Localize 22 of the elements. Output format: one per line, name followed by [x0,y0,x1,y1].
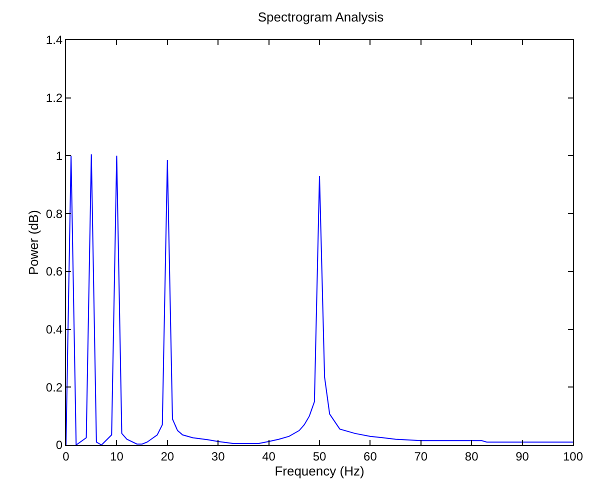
y-axis-title: Power (dB) [26,210,41,276]
y-tick-label: 1.2 [46,91,63,106]
y-tick-label: 0.4 [46,322,63,336]
x-tick-label: 90 [516,449,530,464]
y-tick-label: 1.4 [46,33,63,48]
y-tick-label: 1 [56,148,63,163]
x-tick-label: 30 [211,449,226,464]
x-tick-label: 40 [262,449,276,464]
x-tick-label: 80 [464,449,479,464]
x-tick-label: 10 [110,449,124,464]
x-tick-label: 70 [414,449,428,464]
x-tick-label: 100 [562,449,584,464]
chart-title: Spectrogram Analysis [258,9,384,24]
line-series [66,154,573,445]
x-axis-title: Frequency (Hz) [274,463,364,478]
x-tick-label: 60 [364,449,378,464]
x-tick-label: 50 [312,449,326,464]
y-tick-label: 0.6 [46,264,63,279]
x-tick-label: 20 [160,449,174,464]
y-tick-label: 0 [56,438,63,452]
y-tick-label: 0.2 [46,380,63,394]
y-tick-label: 0.8 [46,206,63,221]
